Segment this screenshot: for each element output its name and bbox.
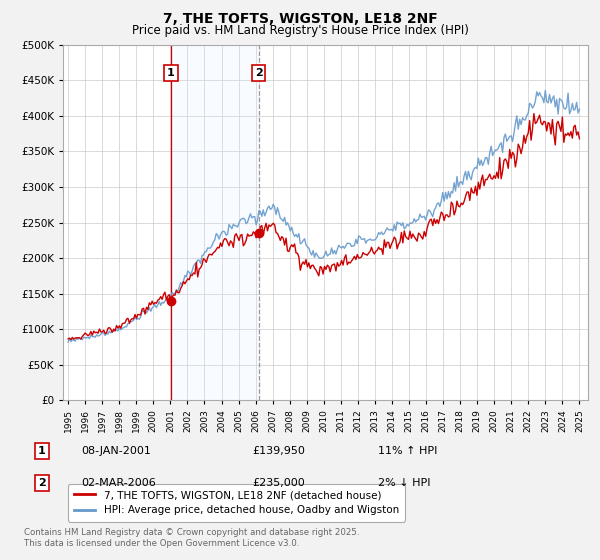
Text: 2: 2 <box>38 478 46 488</box>
Text: 2: 2 <box>254 68 262 78</box>
Text: £139,950: £139,950 <box>252 446 305 456</box>
Text: 7, THE TOFTS, WIGSTON, LE18 2NF: 7, THE TOFTS, WIGSTON, LE18 2NF <box>163 12 437 26</box>
Text: Contains HM Land Registry data © Crown copyright and database right 2025.
This d: Contains HM Land Registry data © Crown c… <box>24 528 359 548</box>
Text: 02-MAR-2006: 02-MAR-2006 <box>81 478 156 488</box>
Text: Price paid vs. HM Land Registry's House Price Index (HPI): Price paid vs. HM Land Registry's House … <box>131 24 469 36</box>
Text: 2% ↓ HPI: 2% ↓ HPI <box>378 478 431 488</box>
Text: 08-JAN-2001: 08-JAN-2001 <box>81 446 151 456</box>
Text: 1: 1 <box>38 446 46 456</box>
Text: £235,000: £235,000 <box>252 478 305 488</box>
Bar <box>171 45 259 400</box>
Legend: 7, THE TOFTS, WIGSTON, LE18 2NF (detached house), HPI: Average price, detached h: 7, THE TOFTS, WIGSTON, LE18 2NF (detache… <box>68 484 405 521</box>
Text: 11% ↑ HPI: 11% ↑ HPI <box>378 446 437 456</box>
Text: 1: 1 <box>167 68 175 78</box>
